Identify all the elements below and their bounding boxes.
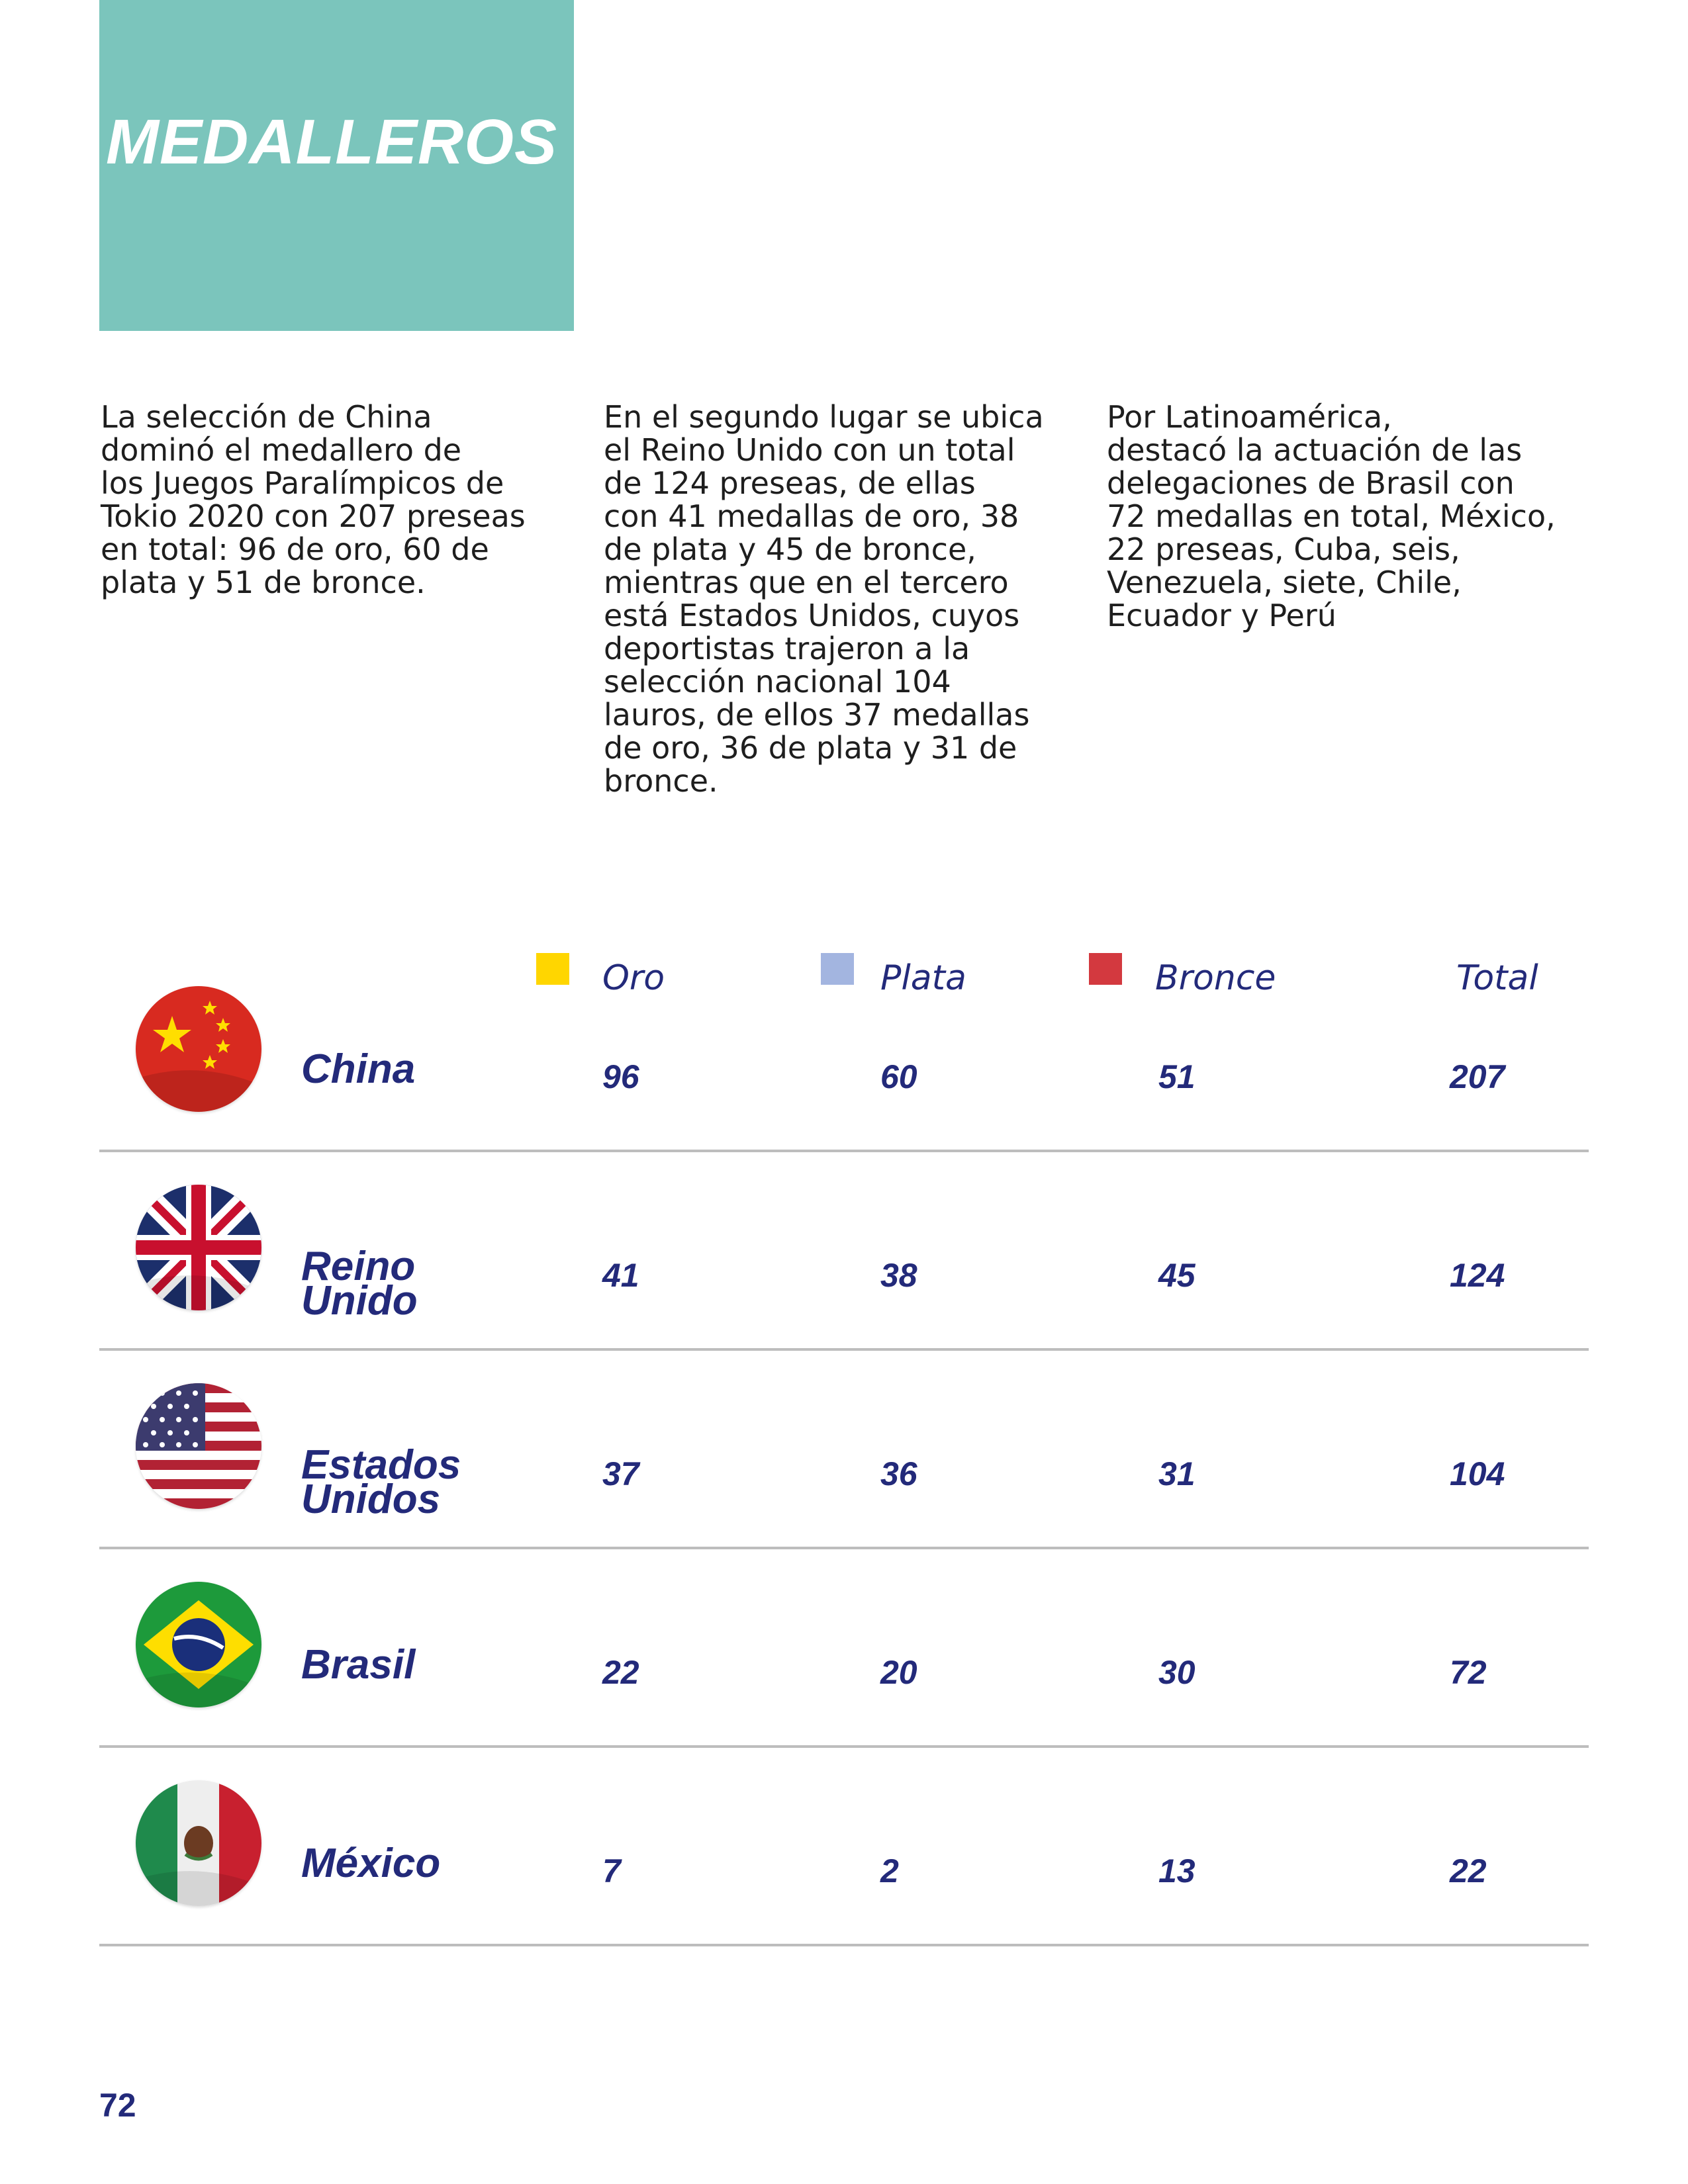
paragraph-china: La selección de China dominó el medaller…	[101, 399, 526, 600]
silver-count: 38	[880, 1257, 917, 1294]
bronze-swatch	[1089, 953, 1122, 985]
title-block: MEDALLEROS	[99, 0, 574, 331]
paragraph-uk-usa: En el segundo lugar se ubica el Reino Un…	[604, 399, 1044, 799]
total-count: 22	[1450, 1852, 1487, 1889]
header-oro: Oro	[602, 958, 665, 998]
silver-count: 2	[880, 1852, 899, 1889]
gold-count: 22	[602, 1654, 639, 1691]
country-name: Estados Unidos	[301, 1442, 461, 1522]
silver-count: 60	[880, 1058, 917, 1095]
total-count: 207	[1450, 1058, 1505, 1095]
header-plata: Plata	[880, 958, 966, 998]
country-name: China	[301, 1046, 416, 1092]
bronze-count: 30	[1158, 1654, 1196, 1691]
row-divider	[99, 1745, 1589, 1748]
row-divider	[99, 1547, 1589, 1549]
page-title: MEDALLEROS	[106, 107, 557, 177]
silver-swatch	[821, 953, 854, 985]
silver-count: 36	[880, 1455, 917, 1492]
country-name: México	[301, 1841, 441, 1886]
header-bronce: Bronce	[1155, 958, 1276, 998]
page-number: 72	[99, 2087, 136, 2124]
gold-count: 7	[602, 1852, 621, 1889]
bronze-count: 31	[1158, 1455, 1196, 1492]
row-divider	[99, 1944, 1589, 1946]
bronze-count: 13	[1158, 1852, 1196, 1889]
gold-count: 37	[602, 1455, 639, 1492]
row-divider	[99, 1150, 1589, 1152]
brazil-flag-icon	[136, 1582, 261, 1707]
total-count: 104	[1450, 1455, 1505, 1492]
silver-count: 20	[880, 1654, 917, 1691]
mexico-flag-icon	[136, 1780, 261, 1906]
china-flag-icon	[136, 986, 261, 1112]
row-divider	[99, 1348, 1589, 1351]
country-name: Brasil	[301, 1642, 416, 1688]
bronze-count: 51	[1158, 1058, 1196, 1095]
bronze-count: 45	[1158, 1257, 1196, 1294]
total-count: 72	[1450, 1654, 1487, 1691]
usa-flag-icon	[136, 1383, 261, 1509]
uk-flag-icon	[136, 1185, 261, 1310]
paragraph-latam: Por Latinoamérica, destacó la actuación …	[1107, 399, 1556, 633]
gold-count: 41	[602, 1257, 639, 1294]
gold-swatch	[536, 953, 569, 985]
total-count: 124	[1450, 1257, 1505, 1294]
header-total: Total	[1456, 958, 1538, 998]
country-name: Reino Unido	[301, 1244, 418, 1324]
gold-count: 96	[602, 1058, 639, 1095]
